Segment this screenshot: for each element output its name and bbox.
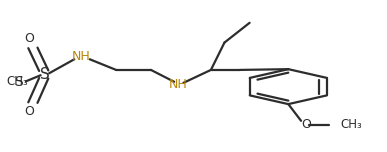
Text: NH: NH — [72, 50, 91, 64]
Text: CH₃: CH₃ — [341, 118, 362, 131]
Text: CH₃: CH₃ — [7, 75, 28, 88]
Text: O: O — [301, 118, 311, 131]
Text: O: O — [24, 105, 34, 118]
Text: S: S — [39, 67, 50, 82]
Text: NH: NH — [169, 78, 187, 91]
Text: S: S — [14, 75, 23, 89]
Text: O: O — [24, 32, 34, 45]
